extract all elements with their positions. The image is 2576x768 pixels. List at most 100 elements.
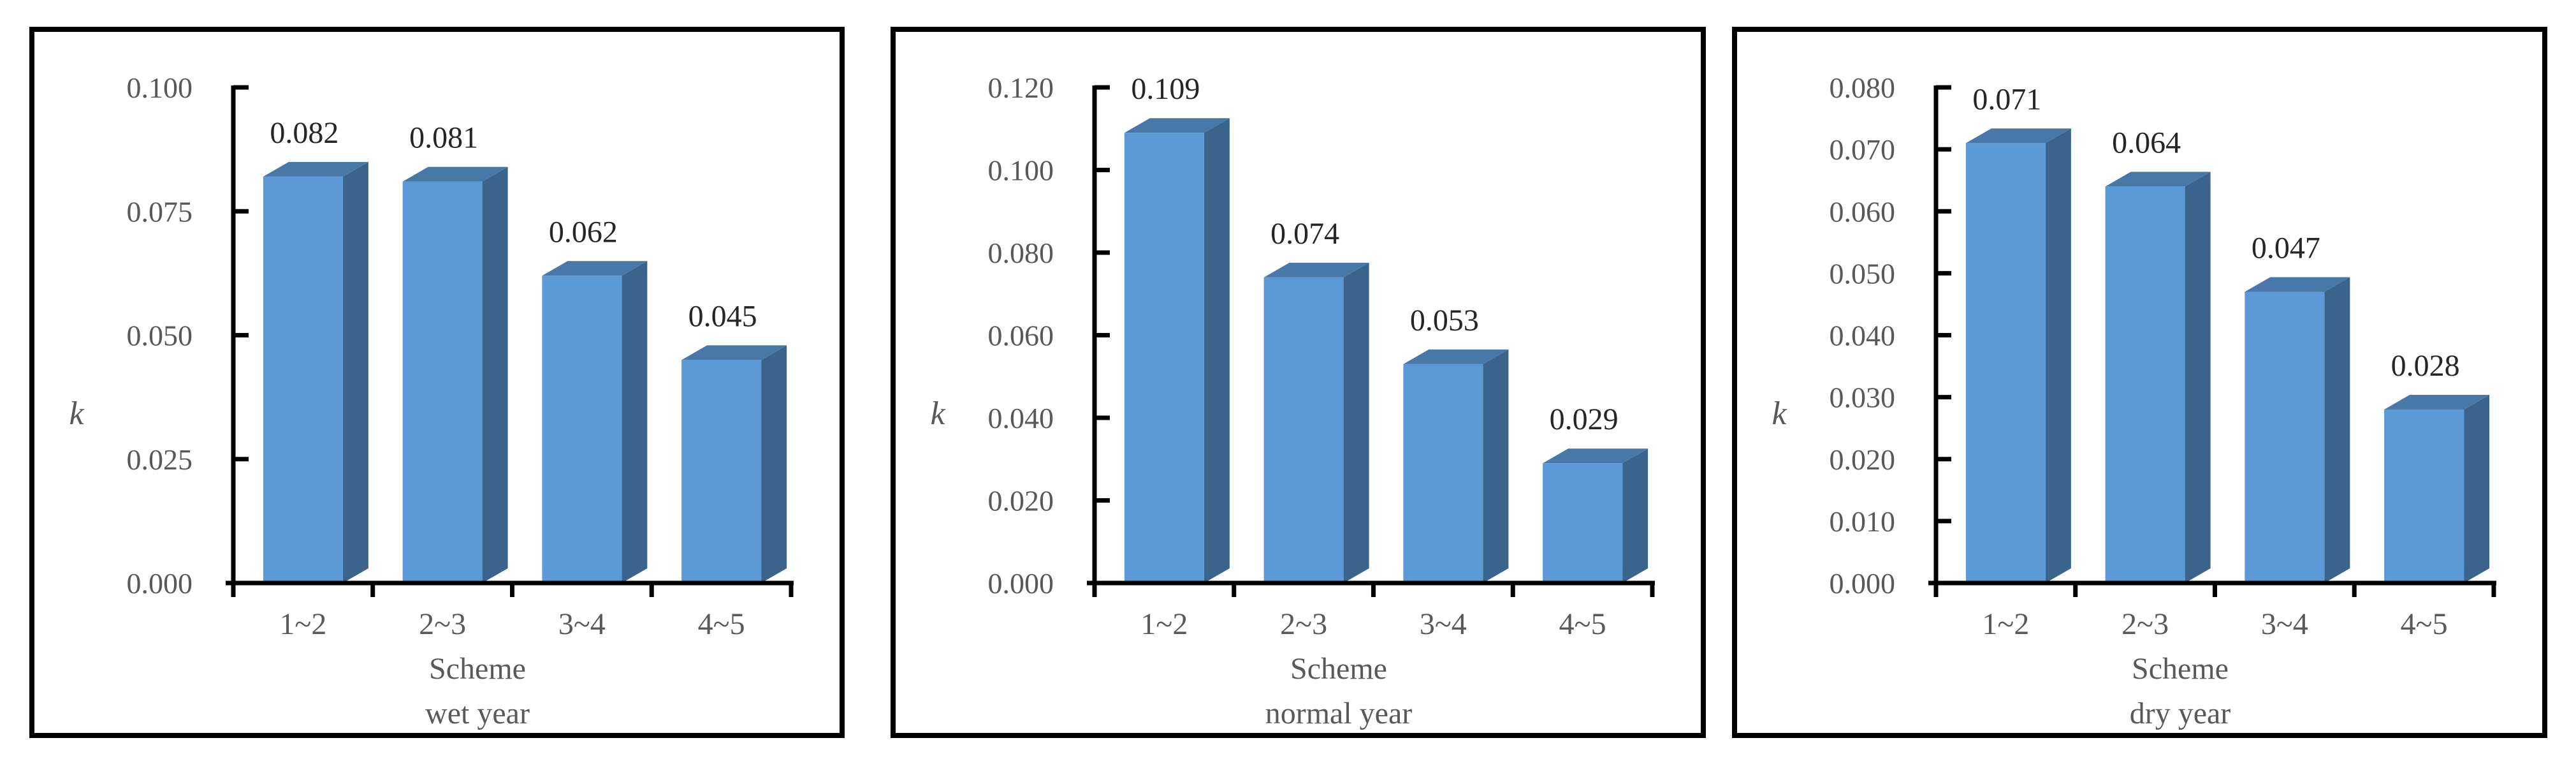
bar-side: [1343, 262, 1369, 583]
bar-value-label: 0.074: [1270, 217, 1339, 251]
chart-subtitle: normal year: [1265, 697, 1413, 730]
bar-top: [2245, 277, 2350, 292]
bar-top: [1543, 448, 1648, 464]
plot-area: 0.000 0.025 0.050 0.075 0.100 0.082 1~2 0.081 2~…: [127, 71, 794, 641]
bar-value-label: 0.029: [1550, 402, 1619, 436]
x-axis-title: Scheme: [429, 652, 526, 686]
bar-value-label: 0.047: [2252, 232, 2320, 265]
category-label: 2~3: [419, 607, 466, 641]
bar-top: [681, 345, 787, 360]
bar-side: [2464, 395, 2490, 583]
category-label: 1~2: [1982, 607, 2029, 641]
bar-top: [402, 166, 508, 182]
bar-value-label: 0.081: [409, 121, 478, 155]
plot-area: 0.000 0.020 0.040 0.060 0.080 0.100 0.120 0.109…: [988, 71, 1655, 641]
y-tick-label: 0.000: [988, 567, 1054, 600]
bar-top: [1965, 128, 2071, 144]
plot-area: 0.000 0.010 0.020 0.030 0.040 0.050 0.060 0.070…: [1830, 71, 2496, 641]
bar-chart-normal-year: 0.000 0.020 0.040 0.060 0.080 0.100 0.120 0.109…: [930, 71, 1655, 730]
y-tick-label: 0.075: [127, 195, 193, 228]
y-tick-label: 0.030: [1830, 381, 1896, 414]
y-tick-label: 0.100: [988, 154, 1054, 187]
bar-top: [1403, 349, 1509, 364]
category-label: 2~3: [1280, 607, 1327, 641]
y-tick-label: 0.025: [127, 443, 193, 476]
y-tick-label: 0.040: [1830, 320, 1896, 352]
y-tick-label: 0.040: [988, 402, 1054, 434]
bar-side: [1204, 118, 1230, 584]
category-label: 4~5: [698, 607, 745, 641]
bar-value-label: 0.028: [2391, 349, 2460, 383]
bar-top: [1124, 118, 1230, 133]
chart-panel-normal-year: 0.000 0.020 0.040 0.060 0.080 0.100 0.120 0.109…: [891, 27, 1706, 738]
y-tick-label: 0.000: [1830, 567, 1896, 600]
x-axis-title: Scheme: [1290, 652, 1387, 686]
bar-side: [342, 161, 368, 584]
chart-panel-dry-year: 0.000 0.010 0.020 0.030 0.040 0.050 0.060 0.070…: [1732, 27, 2547, 738]
y-tick-label: 0.020: [1830, 443, 1896, 476]
y-tick-label: 0.020: [988, 485, 1054, 517]
bar-front: [1403, 364, 1483, 583]
category-label: 2~3: [2121, 607, 2169, 641]
bar-top: [2384, 395, 2490, 410]
bar-chart-dry-year: 0.000 0.010 0.020 0.030 0.040 0.050 0.060 0.070…: [1772, 71, 2496, 730]
y-axis-title: k: [1772, 395, 1787, 432]
bar-side: [2045, 128, 2071, 584]
bar-front: [402, 181, 483, 583]
bar-value-label: 0.062: [549, 215, 618, 249]
y-tick-label: 0.000: [127, 567, 193, 600]
y-tick-label: 0.080: [988, 237, 1054, 269]
bar-front: [1124, 133, 1204, 584]
y-axis-title: k: [930, 395, 945, 432]
bar-top: [263, 161, 368, 177]
bar-value-label: 0.082: [270, 116, 338, 150]
bar-front: [542, 276, 622, 583]
bar-top: [2105, 172, 2211, 187]
bar-front: [1965, 143, 2046, 584]
category-label: 1~2: [279, 607, 326, 641]
category-label: 1~2: [1140, 607, 1188, 641]
bar-side: [482, 166, 508, 583]
bar-side: [761, 345, 787, 583]
bar-top: [1263, 262, 1369, 277]
chart-panel-wet-year: 0.000 0.025 0.050 0.075 0.100 0.082 1~2 0.081 2~…: [29, 27, 845, 738]
y-tick-label: 0.100: [127, 71, 193, 104]
category-label: 3~4: [2261, 607, 2308, 641]
chart-subtitle: wet year: [425, 697, 530, 730]
bar-side: [2324, 277, 2350, 583]
bar-value-label: 0.071: [1972, 82, 2041, 116]
y-tick-label: 0.070: [1830, 133, 1896, 166]
bar-front: [2384, 410, 2464, 583]
bar-front: [681, 360, 762, 583]
chart-subtitle: dry year: [2130, 697, 2231, 730]
y-tick-label: 0.010: [1830, 505, 1896, 538]
y-tick-label: 0.050: [1830, 257, 1896, 290]
x-axis-title: Scheme: [2132, 652, 2229, 686]
bar-chart-wet-year: 0.000 0.025 0.050 0.075 0.100 0.082 1~2 0.081 2~…: [69, 71, 794, 730]
bar-value-label: 0.045: [688, 299, 757, 333]
y-tick-label: 0.060: [988, 320, 1054, 352]
bar-front: [2105, 186, 2185, 583]
bar-side: [622, 261, 648, 583]
y-tick-label: 0.060: [1830, 195, 1896, 228]
bar-value-label: 0.053: [1410, 304, 1479, 337]
y-tick-label: 0.120: [988, 71, 1054, 104]
bar-front: [1543, 463, 1623, 583]
bar-value-label: 0.109: [1131, 72, 1200, 106]
bar-side: [2185, 172, 2211, 583]
category-label: 3~4: [558, 607, 606, 641]
y-axis-title: k: [69, 395, 84, 432]
bar-side: [1622, 448, 1648, 583]
category-label: 3~4: [1420, 607, 1467, 641]
bar-top: [542, 261, 648, 276]
y-tick-label: 0.050: [127, 320, 193, 352]
y-tick-label: 0.080: [1830, 71, 1896, 104]
bar-value-label: 0.064: [2112, 126, 2181, 159]
bar-front: [263, 176, 343, 583]
category-label: 4~5: [1559, 607, 1606, 641]
bar-side: [1483, 349, 1509, 583]
bar-front: [1263, 277, 1344, 583]
bar-front: [2245, 292, 2325, 583]
category-label: 4~5: [2401, 607, 2448, 641]
